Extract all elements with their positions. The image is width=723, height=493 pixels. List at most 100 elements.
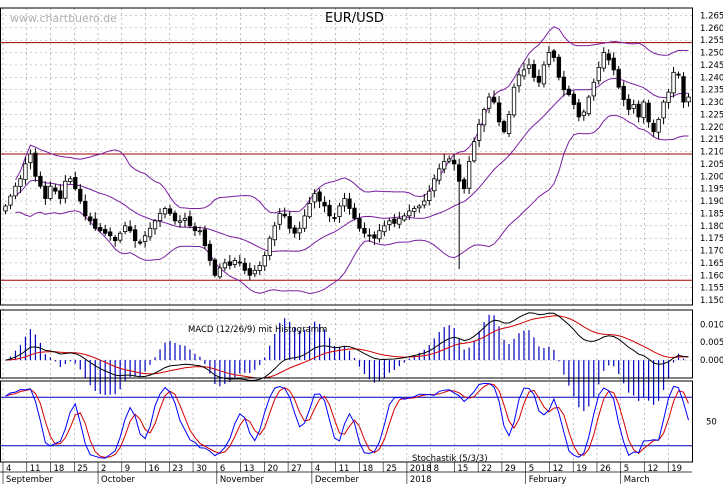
candle-body — [137, 241, 143, 244]
candle-body — [392, 218, 397, 224]
stochastic-label: Stochastik (5/3/3) — [412, 454, 488, 464]
macd-line — [5, 312, 689, 381]
price-tick-label: 1.210 — [700, 148, 723, 158]
candle-body — [337, 205, 342, 217]
candle-body — [521, 69, 527, 77]
candle-body — [73, 177, 78, 190]
candle-body — [666, 91, 671, 103]
candle-body — [317, 191, 322, 202]
candle-body — [312, 193, 317, 203]
bollinger-middle — [15, 77, 689, 252]
date-tick-label: 5 — [529, 464, 534, 474]
chart-title: EUR/USD — [325, 11, 384, 26]
candle-body — [162, 208, 168, 215]
candle-body — [157, 213, 163, 222]
candle-body — [551, 50, 557, 58]
candle-body — [127, 226, 133, 232]
candle-body — [606, 53, 611, 61]
candle-body — [98, 227, 103, 232]
candle-body — [412, 208, 417, 212]
candle-body — [232, 260, 237, 265]
candle-body — [367, 234, 372, 237]
date-tick-label: 25 — [386, 464, 397, 474]
date-tick-label: 29 — [505, 464, 516, 474]
candle-body — [501, 121, 507, 133]
candle-body — [511, 86, 517, 116]
candle-body — [447, 158, 452, 162]
candle-body — [566, 88, 572, 96]
candle-body — [397, 217, 402, 225]
month-label: March — [624, 475, 650, 485]
candle-body — [646, 102, 651, 123]
date-tick-label: 9 — [125, 464, 130, 474]
panel-frame — [0, 309, 693, 379]
candle-body — [452, 159, 457, 165]
candle-body — [476, 123, 482, 141]
macd-tick-label: 0.000 — [700, 356, 723, 366]
candle-body — [68, 178, 73, 183]
date-tick-label: 22 — [481, 464, 492, 474]
date-tick-label: 12 — [552, 464, 563, 474]
price-tick-label: 1.230 — [700, 98, 723, 108]
stochastic-tick-label: 50 — [706, 418, 717, 428]
candle-body — [506, 114, 512, 134]
candle-body — [471, 141, 477, 162]
candle-body — [581, 111, 586, 116]
candle-body — [377, 230, 382, 240]
watermark: www.chartbuero.de — [10, 12, 117, 25]
candle-body — [277, 213, 282, 225]
candle-body — [656, 118, 661, 133]
candle-body — [172, 212, 178, 222]
date-tick-label: 8 — [434, 464, 439, 474]
candle-body — [38, 175, 43, 187]
candle-body — [212, 259, 218, 276]
date-tick-label: 15 — [457, 464, 468, 474]
month-label: September — [6, 475, 53, 485]
candle-body — [53, 187, 58, 192]
axes-labels: 1.150 1.155 1.160 1.165 1.170 1.175 1.180 1.185… — [0, 11, 723, 485]
date-tick-label: 27 — [291, 464, 302, 474]
candle-body — [342, 198, 347, 207]
candle-body — [242, 262, 247, 271]
candle-body — [417, 205, 422, 209]
candle-body — [177, 220, 183, 223]
candle-body — [546, 52, 552, 65]
price-tick-label: 1.205 — [700, 160, 723, 170]
price-tick-label: 1.240 — [700, 73, 723, 83]
candle-body — [516, 74, 522, 87]
candle-body — [571, 93, 576, 105]
grid — [0, 8, 692, 462]
candle-body — [302, 215, 307, 229]
price-tick-label: 1.185 — [700, 209, 723, 219]
date-tick-label: 26 — [600, 464, 611, 474]
candle-body — [83, 200, 88, 217]
candle-body — [641, 101, 646, 119]
panel-frame — [0, 380, 693, 463]
date-tick-label: 18 — [362, 464, 373, 474]
candle-body — [33, 152, 38, 177]
candle-body — [526, 64, 532, 69]
candle-body — [108, 231, 113, 237]
candle-body — [462, 179, 467, 190]
price-tick-label: 1.255 — [700, 36, 723, 46]
support-resistance-lines — [0, 42, 692, 281]
candle-body — [182, 217, 188, 221]
candle-body — [661, 101, 666, 119]
month-label: November — [220, 475, 265, 485]
candle-body — [262, 255, 267, 267]
candle-body — [352, 207, 357, 219]
price-tick-label: 1.265 — [700, 11, 723, 21]
candle-body — [147, 227, 153, 238]
candle-body — [307, 203, 312, 218]
candle-body — [43, 185, 48, 199]
candle-body — [187, 216, 193, 227]
candle-body — [197, 230, 203, 233]
candle-body — [152, 220, 158, 230]
stochastic-panel — [0, 382, 692, 459]
candle-body — [621, 85, 626, 100]
candle-body — [292, 227, 297, 234]
date-tick-label: 4 — [6, 464, 11, 474]
candle-body — [357, 218, 362, 229]
month-label: December — [315, 475, 360, 485]
candle-body — [636, 103, 641, 118]
